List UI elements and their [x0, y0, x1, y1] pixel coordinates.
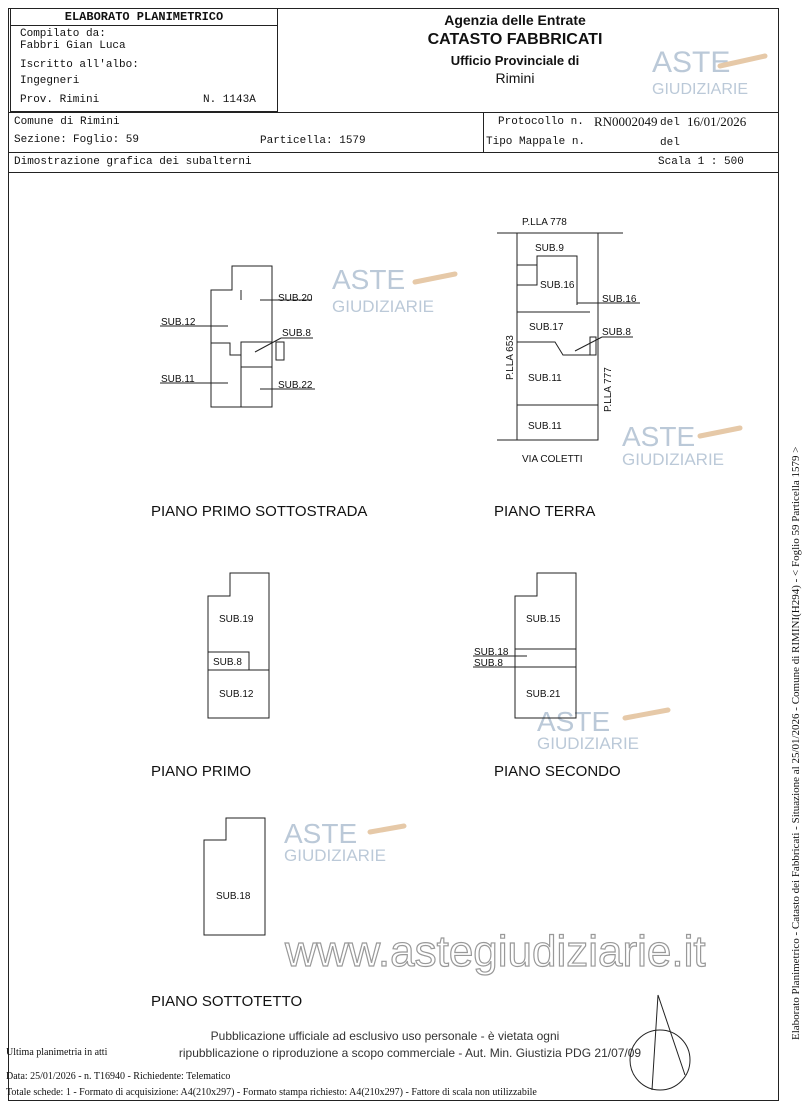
aste-watermark: ASTE GIUDIZIARIE ASTE GIUDIZIARIE ASTE G…: [283, 46, 768, 977]
tipo-mappale: Tipo Mappale n.: [486, 136, 586, 148]
svg-text:VIA COLETTI: VIA COLETTI: [522, 454, 583, 465]
svg-text:GIUDIZIARIE: GIUDIZIARIE: [537, 734, 639, 753]
comune: Comune di Rimini: [14, 116, 120, 128]
register-number: N. 1143A: [203, 94, 256, 106]
svg-text:SUB.22: SUB.22: [278, 380, 313, 391]
protocol-date: 16/01/2026: [687, 114, 747, 129]
doc-title: ELABORATO PLANIMETRICO: [64, 10, 224, 24]
compiler-box: ELABORATO PLANIMETRICO Compilato da: Fab…: [10, 8, 278, 112]
publication-notice-1: Pubblicazione ufficiale ad esclusivo uso…: [210, 1029, 560, 1043]
last-plan-note: Ultima planimetria in atti: [6, 1047, 108, 1058]
agency-name: Agenzia delle Entrate: [444, 12, 586, 28]
svg-text:ASTE: ASTE: [652, 46, 730, 79]
row-divider: [8, 152, 779, 153]
svg-text:GIUDIZIARIE: GIUDIZIARIE: [332, 297, 434, 316]
title-divider: [11, 25, 277, 26]
scale: Scala 1 : 500: [658, 156, 744, 168]
svg-text:PIANO SOTTOTETTO: PIANO SOTTOTETTO: [151, 993, 302, 1010]
svg-text:SUB.11: SUB.11: [161, 374, 195, 385]
svg-text:SUB.8: SUB.8: [602, 327, 631, 338]
compiled-by-label: Compilato da:: [20, 28, 106, 40]
office-city: Rimini: [495, 70, 535, 86]
svg-text:ASTE: ASTE: [284, 818, 357, 849]
svg-text:GIUDIZIARIE: GIUDIZIARIE: [652, 81, 748, 98]
plan-labels: SUB.20 SUB.12 SUB.8 SUB.11 SUB.22 P.LLA …: [161, 217, 637, 902]
register-label: Iscritto all'albo:: [20, 59, 139, 71]
svg-text:ASTE: ASTE: [537, 706, 610, 737]
plan-secondo-outline: [473, 572, 577, 719]
svg-text:ASTE: ASTE: [332, 264, 405, 295]
svg-text:SUB.18: SUB.18: [216, 891, 251, 902]
svg-text:P.LLA 777: P.LLA 777: [603, 367, 614, 412]
svg-text:SUB.19: SUB.19: [219, 614, 254, 625]
row-divider: [8, 112, 779, 113]
row-divider: [8, 172, 779, 173]
register: Ingegneri: [20, 75, 80, 87]
svg-text:SUB.17: SUB.17: [529, 322, 564, 333]
svg-text:PIANO TERRA: PIANO TERRA: [494, 503, 595, 520]
svg-text:SUB.8: SUB.8: [282, 328, 311, 339]
description: Dimostrazione grafica dei subalterni: [14, 156, 252, 168]
svg-text:SUB.11: SUB.11: [528, 373, 562, 384]
tipo-mappale-del: del: [660, 137, 680, 149]
plan-sottotetto-outline: [203, 817, 266, 936]
svg-text:SUB.8: SUB.8: [213, 657, 242, 668]
sheet-frame: [8, 8, 779, 1101]
svg-text:ASTE: ASTE: [622, 421, 695, 452]
protocol-del: del: [660, 117, 680, 129]
request-data: Data: 25/01/2026 - n. T16940 - Richieden…: [6, 1071, 231, 1082]
svg-text:SUB.16: SUB.16: [602, 294, 637, 305]
svg-text:PIANO PRIMO SOTTOSTRADA: PIANO PRIMO SOTTOSTRADA: [151, 503, 367, 520]
svg-text:SUB.8: SUB.8: [474, 658, 503, 669]
publication-notice-2: ripubblicazione o riproduzione a scopo c…: [178, 1046, 642, 1060]
totals-line: Totale schede: 1 - Formato di acquisizio…: [6, 1087, 537, 1098]
svg-text:GIUDIZIARIE: GIUDIZIARIE: [284, 846, 386, 865]
sezione: Sezione:: [14, 134, 67, 146]
plan-sottostrada-outline: [160, 265, 315, 408]
protocol-number: RN0002049: [594, 114, 658, 129]
svg-text:P.LLA 778: P.LLA 778: [522, 217, 567, 228]
particella: Particella: 1579: [260, 135, 366, 147]
svg-text:SUB.12: SUB.12: [219, 689, 254, 700]
svg-text:SUB.20: SUB.20: [278, 293, 313, 304]
svg-text:PIANO PRIMO: PIANO PRIMO: [151, 763, 251, 780]
province: Prov. Rimini: [20, 94, 100, 106]
plan-primo-outline: [207, 572, 270, 719]
svg-text:SUB.16: SUB.16: [540, 280, 575, 291]
protocol-label: Protocollo n.: [498, 116, 584, 128]
svg-text:PIANO SECONDO: PIANO SECONDO: [494, 763, 621, 780]
site-watermark: www.astegiudiziarie.it: [284, 927, 706, 976]
svg-text:SUB.11: SUB.11: [528, 421, 562, 432]
svg-text:SUB.12: SUB.12: [161, 317, 196, 328]
svg-text:GIUDIZIARIE: GIUDIZIARIE: [622, 450, 724, 469]
side-caption: Elaborato Planimetrico - Catasto dei Fab…: [790, 446, 802, 1040]
svg-text:SUB.9: SUB.9: [535, 243, 564, 254]
svg-text:SUB.15: SUB.15: [526, 614, 561, 625]
svg-text:SUB.21: SUB.21: [526, 689, 561, 700]
registry-name: CATASTO FABBRICATI: [427, 31, 603, 48]
compiled-by: Fabbri Gian Luca: [20, 40, 126, 52]
office-label: Ufficio Provinciale di: [450, 53, 580, 68]
plan-titles: PIANO PRIMO SOTTOSTRADA PIANO TERRA PIAN…: [151, 503, 621, 1010]
svg-text:P.LLA 653: P.LLA 653: [505, 335, 516, 380]
plan-terra-outline: [497, 232, 640, 441]
foglio: Foglio: 59: [73, 134, 140, 146]
north-arrow-icon: [629, 994, 691, 1091]
svg-text:SUB.18: SUB.18: [474, 647, 509, 658]
